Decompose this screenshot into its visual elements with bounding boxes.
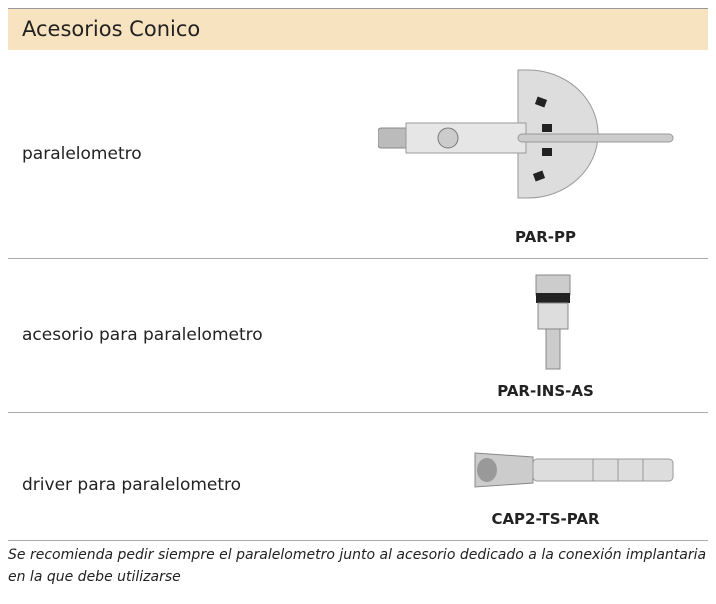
row: driver para paralelometro CAP2-TS-PAR (8, 413, 708, 541)
product-image (535, 274, 571, 370)
row: paralelometro PAR-PP (8, 50, 708, 259)
row: acesorio para paralelometro PAR-INS-AS (8, 259, 708, 413)
header: Acesorios Conico (8, 8, 708, 50)
product-name: driver para paralelometro (22, 475, 242, 495)
product-name: acesorio para paralelometro (22, 325, 263, 345)
product-image (378, 69, 674, 199)
product-name: paralelometro (22, 144, 142, 164)
product-code: CAP2-TS-PAR (491, 510, 600, 528)
footnote: Se recomienda pedir siempre el paralelom… (8, 547, 707, 585)
product-code: PAR-INS-AS (497, 382, 594, 400)
header-title: Acesorios Conico (22, 17, 201, 41)
product-code: PAR-PP (515, 228, 576, 246)
product-image (474, 452, 674, 488)
